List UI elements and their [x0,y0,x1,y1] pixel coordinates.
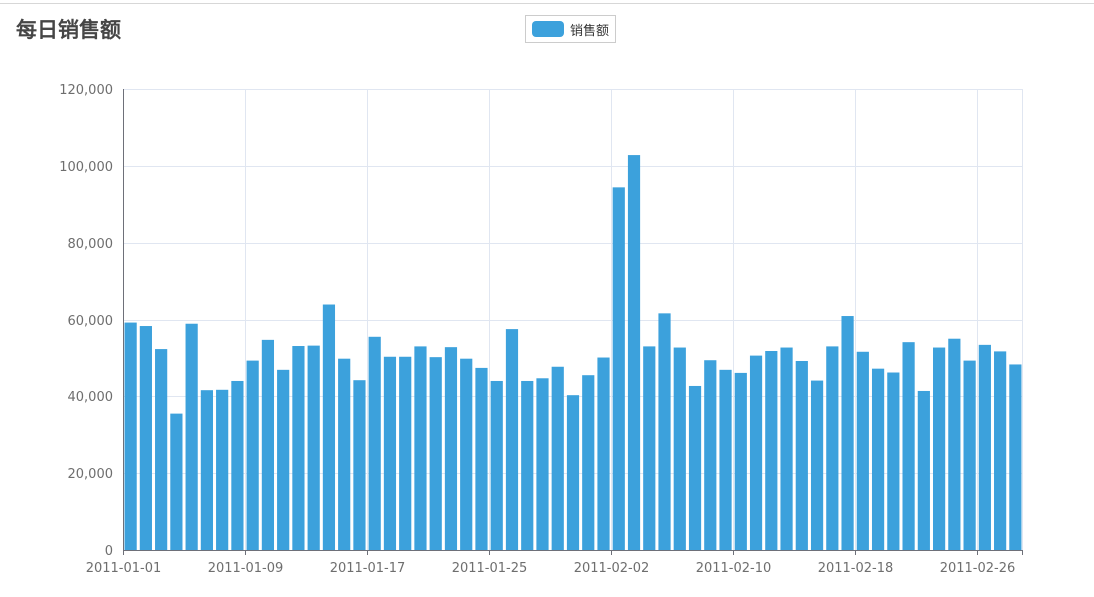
bar[interactable] [383,356,397,550]
bar[interactable] [139,326,152,550]
bar[interactable] [307,345,320,550]
bar[interactable] [566,395,580,550]
bar[interactable] [551,366,564,550]
bar[interactable] [597,357,610,550]
bar[interactable] [933,347,946,550]
bar[interactable] [765,351,778,550]
bar[interactable] [124,322,137,550]
x-tick-label: 2011-01-25 [452,561,528,576]
bar[interactable] [673,347,686,550]
x-tick-label: 2011-02-26 [940,561,1016,576]
bar[interactable] [795,360,808,550]
y-tick-label: 60,000 [68,314,114,329]
bar[interactable] [734,372,747,550]
bar[interactable] [704,360,717,550]
bar[interactable] [780,347,793,550]
bar[interactable] [490,380,503,550]
bar[interactable] [505,329,519,550]
bar[interactable] [643,346,656,550]
bar[interactable] [612,187,625,550]
bar[interactable] [1009,364,1022,550]
bar[interactable] [246,360,259,550]
bar[interactable] [338,358,351,550]
bar[interactable] [963,360,976,550]
bar[interactable] [917,390,930,550]
legend-swatch [532,21,564,37]
bar[interactable] [414,346,427,550]
bar[interactable] [627,155,641,550]
bar[interactable] [688,385,702,550]
top-divider [0,3,1094,4]
bar[interactable] [322,304,336,550]
y-tick-label: 0 [105,544,113,559]
bar[interactable] [475,367,488,550]
x-tick-label: 2011-02-18 [818,561,894,576]
bar[interactable] [155,349,168,550]
bar[interactable] [261,339,275,550]
bar[interactable] [444,347,458,550]
y-tick-label: 20,000 [68,467,114,482]
bar[interactable] [460,358,473,550]
bar[interactable] [292,346,305,550]
bar[interactable] [231,380,244,550]
bar[interactable] [521,380,534,550]
bar[interactable] [368,336,381,550]
y-tick-label: 80,000 [68,237,114,252]
axes: 0 20,000 40,000 60,000 80,000 100,000 120,000 2… [59,83,1023,576]
x-tick-label: 2011-01-09 [208,561,284,576]
bar[interactable] [170,413,183,550]
bar[interactable] [277,369,290,550]
bar[interactable] [582,375,595,550]
bar[interactable] [185,323,198,550]
bar[interactable] [948,338,961,550]
bar[interactable] [658,313,671,550]
bar[interactable] [887,372,900,550]
bar[interactable] [978,344,991,550]
x-tick-label: 2011-01-01 [86,561,162,576]
x-tick-label: 2011-02-02 [574,561,650,576]
bar[interactable] [399,356,412,550]
legend-label-sales: 销售额 [570,23,610,39]
x-tick-label: 2011-01-17 [330,561,406,576]
x-tick-label: 2011-02-10 [696,561,772,576]
bar[interactable] [536,378,549,550]
bar[interactable] [749,355,763,550]
bar[interactable] [902,342,915,550]
bar[interactable] [200,390,213,550]
bar[interactable] [841,316,854,550]
bar[interactable] [871,368,885,550]
legend[interactable]: 销售额 [525,15,617,43]
bar[interactable] [810,380,824,550]
bar[interactable] [429,357,442,550]
bar[interactable] [994,351,1007,550]
y-tick-label: 40,000 [68,390,114,405]
y-tick-label: 120,000 [59,83,113,98]
bars [124,155,1022,550]
bar[interactable] [353,380,366,550]
chart-title: 每日销售额 [16,18,121,42]
bar[interactable] [719,369,732,550]
bar[interactable] [826,346,839,550]
bar[interactable] [856,351,869,550]
bar[interactable] [216,389,229,550]
y-tick-label: 100,000 [59,160,113,175]
